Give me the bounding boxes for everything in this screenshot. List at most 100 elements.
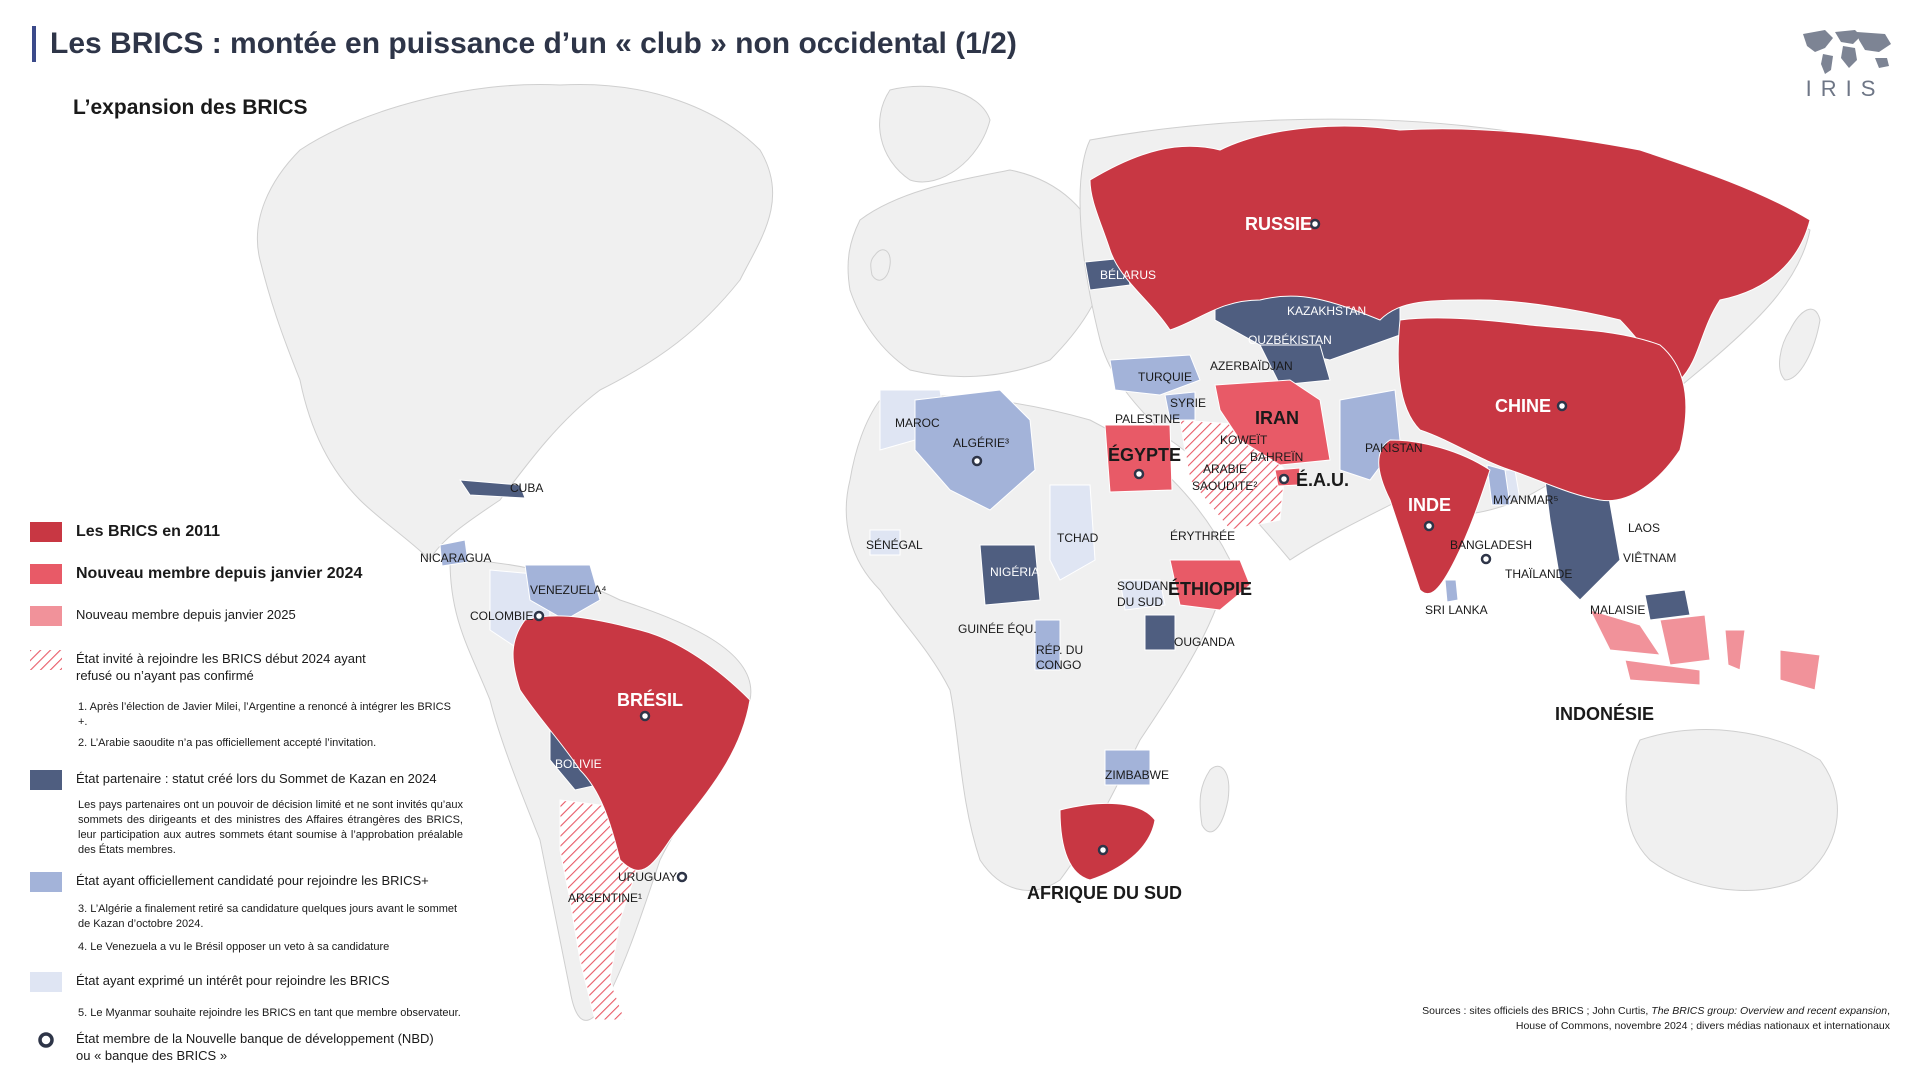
- label-venezuela: VENEZUELA⁴: [530, 583, 607, 597]
- label-congo: CONGO: [1036, 658, 1081, 672]
- region-chine: [1397, 317, 1687, 502]
- region-tchad: [1049, 484, 1096, 581]
- region-ethiopie: [1169, 559, 1251, 611]
- ndb-ring-bresil: [639, 710, 651, 722]
- region-turquie: [1109, 354, 1201, 396]
- legend-item-member-2025: Nouveau membre depuis janvier 2025: [30, 606, 296, 626]
- label-koweit: KOWEÏT: [1220, 433, 1268, 447]
- ndb-ring-uruguay: [676, 871, 688, 883]
- legend-item-brics-2011: Les BRICS en 2011: [30, 522, 220, 542]
- ndb-ring-afrique-du-sud: [1097, 844, 1109, 856]
- label-du-sud: DU SUD: [1117, 595, 1163, 609]
- label-palestine: PALESTINE: [1115, 412, 1180, 426]
- legend-label: État membre de la Nouvelle banque de dév…: [76, 1031, 434, 1063]
- region-venezuela: [524, 564, 601, 621]
- legend-item-interest: État ayant exprimé un intérêt pour rejoi…: [30, 972, 390, 992]
- label-argentine: ARGENTINE¹: [568, 891, 642, 905]
- sources-text: Sources : sites officiels des BRICS ; Jo…: [1422, 1005, 1652, 1017]
- legend-swatch: [30, 564, 62, 584]
- label-pakistan: PAKISTAN: [1365, 441, 1423, 455]
- region-iran: [1214, 379, 1331, 466]
- label-guinee: GUINÉE ÉQU.: [958, 621, 1037, 636]
- label-erythree: ÉRYTHRÉE: [1170, 528, 1235, 543]
- region-senegal: [869, 529, 901, 556]
- label-arabie: ARABIE: [1203, 462, 1247, 476]
- label-colombie: COLOMBIE: [470, 609, 533, 623]
- label-egypte: ÉGYPTE: [1108, 444, 1181, 465]
- label-laos: LAOS: [1628, 521, 1660, 535]
- sources-line-1: Sources : sites officiels des BRICS ; Jo…: [1422, 1004, 1890, 1019]
- region-indonesie: [1589, 609, 1821, 691]
- members-2025: [1589, 609, 1821, 691]
- label-myanmar: MYANMAR⁵: [1493, 493, 1558, 507]
- iris-logo: IRIS: [1795, 26, 1895, 102]
- legend-note-3: 3. L’Algérie a finalement retiré sa cand…: [78, 903, 458, 930]
- legend-swatch: [30, 972, 62, 992]
- label-tchad: TCHAD: [1057, 531, 1099, 545]
- region-soudan-sud: [1119, 579, 1166, 611]
- legend-swatch: [30, 770, 62, 790]
- region-inde: [1378, 439, 1491, 595]
- label-soudan: SOUDAN: [1117, 579, 1168, 593]
- label-belarus: BÉLARUS: [1100, 267, 1156, 282]
- region-sri-lanka: [1444, 579, 1459, 603]
- region-congo: [1034, 619, 1061, 671]
- label-nigeria: NIGÉRIA: [990, 564, 1039, 579]
- label-eau: É.A.U.: [1296, 469, 1349, 490]
- legend-label: Nouveau membre depuis janvier 2024: [76, 565, 363, 582]
- label-bangladesh: BANGLADESH: [1450, 538, 1532, 552]
- label-senegal: SÉNÉGAL: [866, 537, 923, 552]
- sources-comma: ,: [1887, 1005, 1890, 1017]
- label-zimbabwe: ZIMBABWE: [1105, 768, 1169, 782]
- ndb-ring-chine: [1556, 400, 1568, 412]
- land-north-america: [256, 83, 774, 561]
- label-cuba: CUBA: [510, 481, 543, 495]
- label-syrie: SYRIE: [1170, 396, 1206, 410]
- label-indonesie: INDONÉSIE: [1555, 703, 1654, 724]
- legend-swatch: [30, 606, 62, 626]
- legend-note-5: 5. Le Myanmar souhaite rejoindre les BRI…: [78, 1007, 461, 1019]
- label-ethiopie: ÉTHIOPIE: [1168, 578, 1252, 599]
- label-uruguay: URUGUAY: [618, 870, 677, 884]
- globe-icon: [1803, 30, 1891, 74]
- ndb-markers: [533, 218, 1568, 883]
- label-nicaragua: NICARAGUA: [420, 551, 491, 565]
- legend-item-ndb: État membre de la Nouvelle banque de dév…: [30, 1030, 436, 1064]
- label-rep-du: RÉP. DU: [1036, 642, 1083, 657]
- label-maroc: MAROC: [895, 416, 940, 430]
- region-myanmar: [1486, 464, 1511, 506]
- label-algerie: ALGÉRIE³: [953, 435, 1009, 450]
- label-sri-lanka: SRI LANKA: [1425, 603, 1488, 617]
- legend-label: État ayant officiellement candidaté pour…: [76, 873, 429, 888]
- region-ouganda: [1144, 614, 1176, 651]
- legend-label: État invité à rejoindre les BRICS début …: [76, 651, 366, 683]
- ndb-ring-colombie: [533, 610, 545, 622]
- region-afrique-du-sud: [1059, 803, 1156, 881]
- region-syrie: [1164, 391, 1196, 421]
- land-madagascar: [1199, 765, 1230, 833]
- legend-partner-note: Les pays partenaires ont un pouvoir de d…: [78, 799, 463, 856]
- region-egypte: [1104, 424, 1173, 493]
- brics-2011: [512, 125, 1811, 881]
- label-vietnam: VIÊTNAM: [1623, 550, 1676, 565]
- ndb-ring-icon: [38, 1032, 54, 1048]
- page-title: Les BRICS : montée en puissance d’un « c…: [32, 26, 1017, 62]
- legend-label: État partenaire : statut créé lors du So…: [76, 771, 437, 786]
- label-russie: RUSSIE: [1245, 214, 1312, 234]
- sources: Sources : sites officiels des BRICS ; Jo…: [1422, 1004, 1890, 1034]
- legend-label: Nouveau membre depuis janvier 2025: [76, 607, 296, 622]
- label-iran: IRAN: [1255, 408, 1299, 428]
- region-bresil: [512, 615, 751, 871]
- label-bahrein: BAHREÏN: [1250, 450, 1303, 464]
- legend-item-invited: État invité à rejoindre les BRICS début …: [30, 650, 396, 684]
- land-japan: [1779, 308, 1821, 381]
- candidate-states: [439, 354, 1511, 786]
- region-nicaragua: [439, 539, 469, 567]
- label-kazakhstan: KAZAKHSTAN: [1287, 304, 1366, 318]
- legend-swatch-hatch: [30, 650, 62, 670]
- region-algerie: [914, 389, 1036, 511]
- ndb-ring-algerie: [971, 455, 983, 467]
- label-azerbaidjan: AZERBAÏDJAN: [1210, 359, 1293, 373]
- region-malaisie: [1644, 589, 1691, 621]
- label-saoudite: SAOUDITE²: [1192, 479, 1257, 493]
